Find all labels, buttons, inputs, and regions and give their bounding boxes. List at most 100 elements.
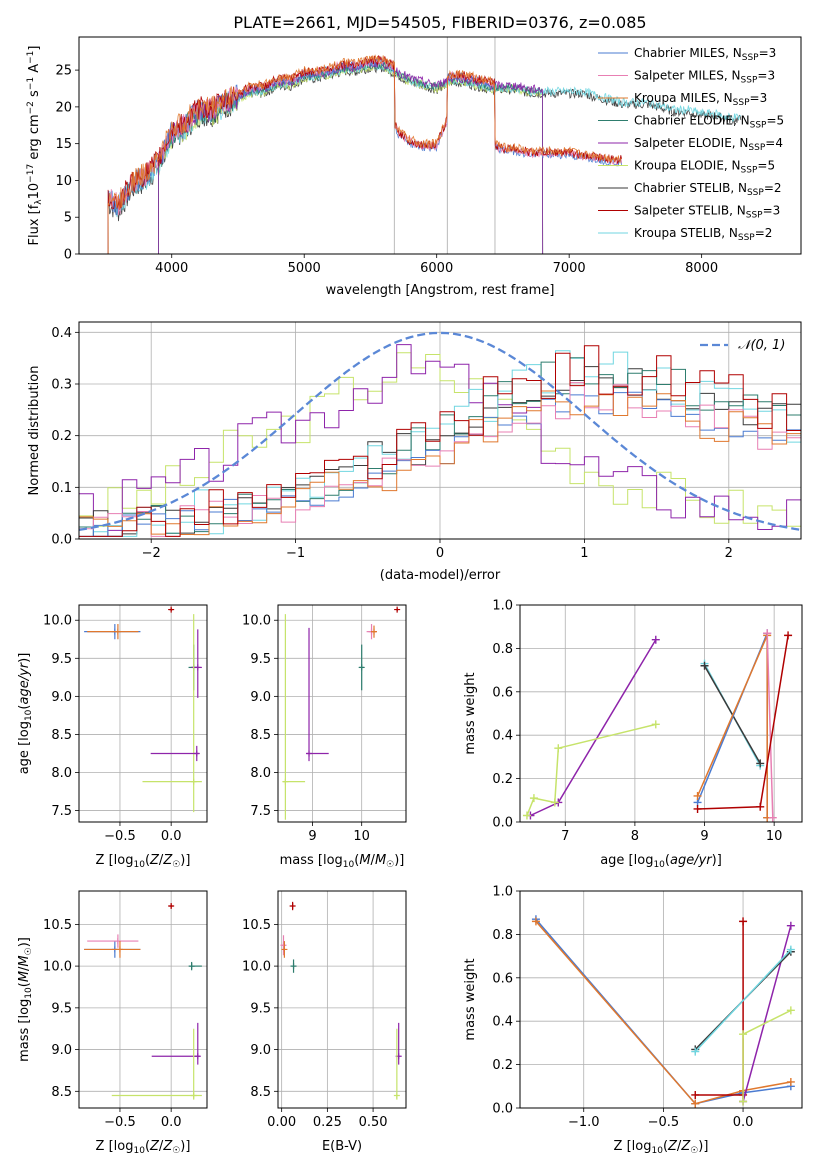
axes-frame — [277, 604, 407, 823]
x-tick-label: 1 — [580, 546, 588, 561]
y-tick-label: 0.4 — [492, 1015, 513, 1030]
y-tick-label: 8.0 — [250, 766, 271, 781]
label-part: s — [27, 90, 42, 101]
label-part: ( — [17, 705, 32, 710]
label-part: −17 — [26, 164, 36, 183]
errorbar-point — [188, 961, 202, 971]
data-marker — [114, 628, 121, 635]
y-tick-label: 7.5 — [51, 804, 72, 819]
legend-label: Chabrier MILES, NSSP=3 — [634, 46, 776, 63]
y-tick-label: 10.0 — [43, 614, 72, 629]
legend-tail: =2 — [764, 181, 782, 195]
label-part: ( — [145, 853, 150, 868]
data-marker — [394, 606, 401, 613]
label-part: M — [359, 853, 370, 868]
errorbar-point — [281, 941, 288, 958]
y-tick-label: 1.0 — [492, 885, 513, 900]
label-part: age [log — [17, 721, 32, 774]
label-part: )] — [180, 1139, 190, 1154]
weight-marker — [693, 804, 702, 813]
weight-series — [693, 629, 772, 822]
y-tick-label: 9.5 — [250, 652, 271, 667]
label-part: −1 — [26, 51, 36, 64]
axes-frame — [519, 604, 803, 823]
mass-vs-ebv-xlabel: E(B-V) — [322, 1139, 362, 1154]
legend-tail: =4 — [765, 136, 783, 150]
weight-marker — [763, 629, 772, 638]
weight-marker — [550, 798, 559, 807]
legend-tail: =3 — [759, 46, 777, 60]
y-tick-label: 0.2 — [492, 1058, 513, 1073]
data-marker — [306, 750, 313, 757]
y-tick-label: 8.5 — [250, 728, 271, 743]
label-part: −1 — [26, 77, 36, 90]
x-tick-label: 2 — [725, 546, 733, 561]
errorbar-point — [151, 1022, 201, 1065]
label-part: Z — [680, 1139, 691, 1154]
data-marker — [193, 750, 200, 757]
age-vs-Z-xlabel: Z [log10(Z/Z☉)] — [96, 853, 191, 870]
errorbar-point — [168, 903, 175, 910]
y-tick-label: 0.8 — [492, 928, 513, 943]
y-tick-label: 5 — [64, 211, 72, 226]
x-tick-label: 7 — [561, 829, 569, 844]
normal-curve — [79, 331, 801, 532]
weight-marker — [739, 1097, 748, 1106]
axes-frame — [78, 604, 208, 823]
mass-vs-Z-ylabel: mass [log10(M/M☉)] — [17, 937, 34, 1062]
errorbar-point — [87, 934, 139, 948]
x-tick-label: 6000 — [420, 261, 453, 276]
weight-series — [739, 1006, 795, 1106]
spectrum-ylabel: Flux [fλ10−17 erg cm−2 s−1 A−1] — [26, 46, 44, 246]
y-tick-label: 8.5 — [51, 1085, 72, 1100]
label-part: ☉ — [24, 947, 34, 955]
y-tick-label: 9.5 — [250, 1001, 271, 1016]
axes-frame — [277, 890, 407, 1109]
label-part: Z [log — [96, 1139, 134, 1154]
axes-frame — [78, 890, 208, 1109]
label-part: E(B-V) — [322, 1139, 362, 1154]
weight-vs-Z-ylabel: mass weight — [463, 958, 478, 1040]
weight-marker — [691, 1099, 700, 1108]
y-tick-label: 0.2 — [492, 772, 513, 787]
data-marker — [280, 942, 287, 949]
label-part: )] — [712, 853, 722, 868]
legend-label: Chabrier STELIB, NSSP=2 — [634, 181, 782, 198]
data-marker — [168, 903, 175, 910]
y-tick-label: 0.0 — [51, 533, 72, 548]
weight-marker — [756, 802, 765, 811]
weight-vs-Z-xlabel: Z [log10(Z/Z☉)] — [614, 1139, 709, 1156]
label-part: A — [27, 64, 42, 77]
errorbar-point — [168, 606, 175, 613]
errorbar-point — [393, 1028, 400, 1100]
legend-label: Chabrier ELODIE, NSSP=5 — [634, 114, 784, 131]
legend-sub: SSP — [747, 188, 764, 198]
legend-sub: SSP — [741, 166, 758, 176]
errorbar-point — [87, 624, 139, 640]
plot-layer: 4000 5000 6000 7000 80000510152025wavelength… — [17, 36, 803, 1156]
legend-text: Chabrier STELIB, N — [634, 181, 747, 195]
weight-marker — [768, 813, 777, 822]
x-tick-label: −0.5 — [104, 1115, 136, 1130]
errorbar-point — [306, 627, 329, 762]
legend-sub: SSP — [750, 121, 767, 131]
legend-text: Kroupa STELIB, N — [634, 226, 738, 240]
x-tick-label: 8000 — [685, 261, 718, 276]
weight-series — [693, 631, 793, 813]
weight-series — [763, 629, 777, 822]
label-part: )] — [698, 1139, 708, 1154]
y-tick-label: 0.6 — [492, 971, 513, 986]
data-marker — [190, 778, 197, 785]
label-part: 10 — [343, 860, 355, 870]
errorbar-point — [290, 959, 297, 973]
x-tick-label: 0 — [436, 546, 444, 561]
y-tick-label: 10.5 — [43, 918, 72, 933]
legend-tail: =2 — [755, 226, 773, 240]
legend-sub: SSP — [748, 143, 765, 153]
age-vs-mass-xlabel: mass [log10(M/M☉)] — [280, 853, 405, 870]
x-tick-label: 9 — [700, 829, 708, 844]
spectrum-lines — [107, 37, 742, 254]
x-tick-label: −1 — [286, 546, 305, 561]
weight-series — [739, 921, 795, 1106]
